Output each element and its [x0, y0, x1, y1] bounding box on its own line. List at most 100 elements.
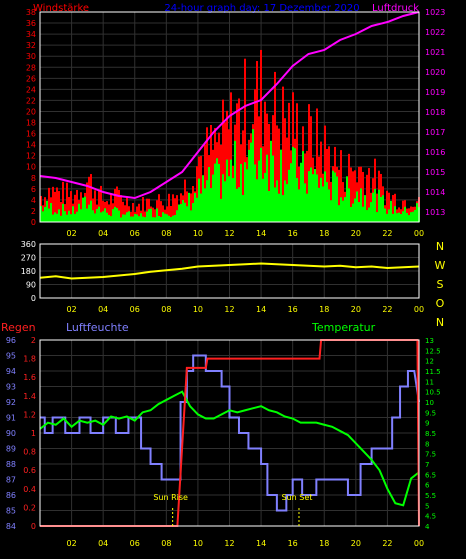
x-tick-label: 06 [130, 305, 140, 314]
wind-bar [196, 197, 198, 222]
gust-bar [106, 201, 108, 222]
wind-bar [74, 213, 76, 222]
wind-bar [302, 151, 304, 222]
wind-bar [86, 208, 88, 222]
gust-bar [90, 174, 92, 222]
wind-bar [142, 216, 144, 222]
wind-bar [254, 164, 256, 222]
y-tick-label: 8 [31, 174, 36, 183]
wind-bar [118, 210, 120, 222]
wind-bar [252, 129, 254, 222]
wind-bar [58, 209, 60, 222]
temperature-tick-label: 8 [425, 440, 429, 448]
wind-bar [208, 167, 210, 222]
wind-bar [238, 187, 240, 222]
gust-bar [172, 194, 174, 222]
wind-bar [116, 208, 118, 222]
humidity-tick-label: 90 [6, 429, 16, 438]
gust-bar [58, 191, 60, 222]
gust-bar [276, 125, 278, 222]
wind-bar [340, 197, 342, 222]
wind-bar [120, 217, 122, 222]
x-tick-label: 10 [193, 229, 203, 238]
wind-bar [104, 208, 106, 222]
wind-bar [274, 187, 276, 222]
wind-bar [260, 147, 262, 222]
gust-bar [54, 191, 56, 222]
wind-bar [244, 162, 246, 222]
gust-bar [206, 127, 208, 222]
rain-tick-label: 1.2 [23, 410, 36, 419]
y-tick-label: 1015 [425, 168, 445, 177]
wind-bar [192, 203, 194, 222]
wind-bar [398, 212, 400, 222]
gust-bar [204, 144, 206, 222]
wind-bar [370, 202, 372, 222]
wind-bar [186, 206, 188, 222]
wind-bar [316, 174, 318, 222]
wind-bar [210, 188, 212, 222]
y-tick-label: 32 [26, 41, 36, 50]
gust-bar [56, 187, 58, 222]
x-tick-label: 00 [414, 539, 424, 548]
wind-bar [84, 196, 86, 222]
y-tick-label: 12 [26, 152, 36, 161]
wind-bar [154, 217, 156, 222]
wind-bar [194, 192, 196, 222]
wind-bar [168, 215, 170, 222]
wind-bar [102, 211, 104, 222]
wind-bar [160, 217, 162, 222]
wind-bar [368, 207, 370, 222]
gust-bar [122, 201, 124, 222]
humidity-label: Luftfeuchte [66, 321, 129, 334]
wind-bar [364, 195, 366, 222]
y-tick-label: 1013 [425, 208, 445, 217]
wind-bar [54, 212, 56, 222]
wind-bar [44, 206, 46, 222]
wind-bar [396, 213, 398, 222]
gust-bar [340, 150, 342, 222]
rain-label: Regen [1, 321, 36, 334]
x-tick-label: 02 [66, 305, 76, 314]
wind-bar [222, 174, 224, 222]
x-tick-label: 20 [351, 305, 361, 314]
wind-bar [212, 174, 214, 222]
temperature-tick-label: 7 [425, 461, 429, 469]
wind-bar [298, 189, 300, 222]
humidity-tick-label: 91 [6, 414, 16, 423]
wind-bar [384, 208, 386, 222]
wind-bar [100, 212, 102, 222]
x-tick-label: 06 [130, 539, 140, 548]
gust-bar [124, 205, 126, 222]
wind-bar [306, 193, 308, 222]
wind-bar [92, 210, 94, 222]
gust-bar [388, 192, 390, 222]
wind-bar [156, 208, 158, 222]
wind-bar [286, 184, 288, 222]
gust-bar [338, 169, 340, 222]
direction-line [39, 262, 420, 280]
wind-bar [42, 211, 44, 222]
gust-bar [176, 195, 178, 222]
wind-bar [270, 140, 272, 222]
wind-bar [346, 176, 348, 222]
wind-bar [122, 214, 124, 222]
gust-bar [166, 206, 168, 222]
wind-bar [174, 215, 176, 222]
gust-bar [62, 181, 64, 222]
y-tick-label: 2 [31, 207, 36, 216]
wind-bar [134, 213, 136, 222]
gust-bar [366, 174, 368, 222]
gust-bar [190, 193, 192, 222]
wind-bar [176, 210, 178, 222]
gust-bar [238, 98, 240, 222]
gust-bar [52, 186, 54, 222]
gust-bar [244, 58, 246, 223]
gust-bar [268, 123, 270, 222]
temperature-tick-label: 5.5 [425, 492, 436, 500]
wind-bar [376, 212, 378, 222]
wind-bar [354, 198, 356, 222]
gust-bar [274, 71, 276, 222]
wind-bar [202, 175, 204, 222]
